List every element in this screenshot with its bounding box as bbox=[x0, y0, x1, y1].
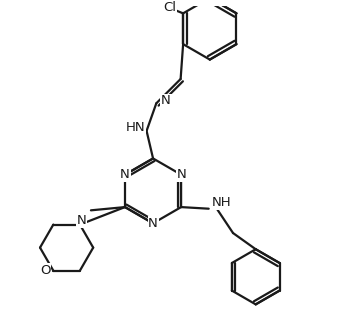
Text: N: N bbox=[161, 94, 171, 107]
Text: O: O bbox=[40, 264, 50, 277]
Text: NH: NH bbox=[211, 196, 231, 210]
Text: N: N bbox=[148, 217, 158, 230]
Text: HN: HN bbox=[125, 121, 145, 134]
Text: N: N bbox=[77, 214, 86, 227]
Text: Cl: Cl bbox=[164, 1, 176, 14]
Text: N: N bbox=[120, 168, 130, 181]
Text: N: N bbox=[176, 168, 186, 181]
